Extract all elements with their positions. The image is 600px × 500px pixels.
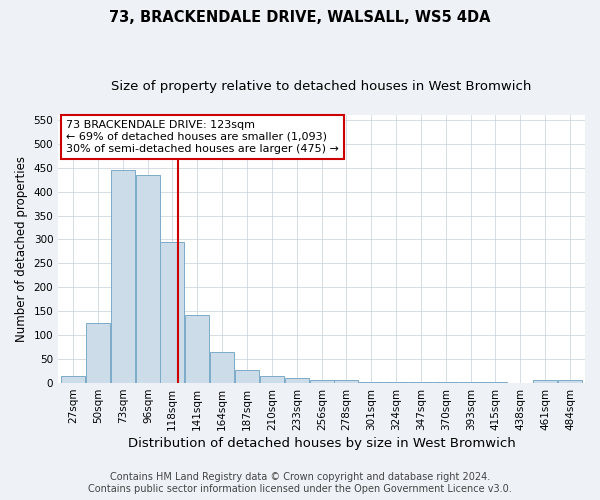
Bar	[310, 380, 334, 383]
Text: Contains HM Land Registry data © Crown copyright and database right 2024.: Contains HM Land Registry data © Crown c…	[110, 472, 490, 482]
Bar	[533, 380, 557, 383]
Bar	[136, 175, 160, 383]
Bar	[459, 382, 483, 383]
Bar	[334, 380, 358, 383]
Bar	[210, 352, 235, 383]
Bar	[111, 170, 136, 383]
Bar	[86, 323, 110, 383]
Text: 73 BRACKENDALE DRIVE: 123sqm
← 69% of detached houses are smaller (1,093)
30% of: 73 BRACKENDALE DRIVE: 123sqm ← 69% of de…	[66, 120, 339, 154]
Bar	[384, 382, 408, 383]
Bar	[185, 314, 209, 383]
Text: 73, BRACKENDALE DRIVE, WALSALL, WS5 4DA: 73, BRACKENDALE DRIVE, WALSALL, WS5 4DA	[109, 10, 491, 25]
Y-axis label: Number of detached properties: Number of detached properties	[15, 156, 28, 342]
X-axis label: Distribution of detached houses by size in West Bromwich: Distribution of detached houses by size …	[128, 437, 515, 450]
Title: Size of property relative to detached houses in West Bromwich: Size of property relative to detached ho…	[112, 80, 532, 93]
Bar	[260, 376, 284, 383]
Bar	[285, 378, 310, 383]
Text: Contains public sector information licensed under the Open Government Licence v3: Contains public sector information licen…	[88, 484, 512, 494]
Bar	[160, 242, 184, 383]
Bar	[483, 382, 507, 383]
Bar	[359, 382, 383, 383]
Bar	[235, 370, 259, 383]
Bar	[434, 382, 458, 383]
Bar	[558, 380, 582, 383]
Bar	[61, 376, 85, 383]
Bar	[409, 382, 433, 383]
